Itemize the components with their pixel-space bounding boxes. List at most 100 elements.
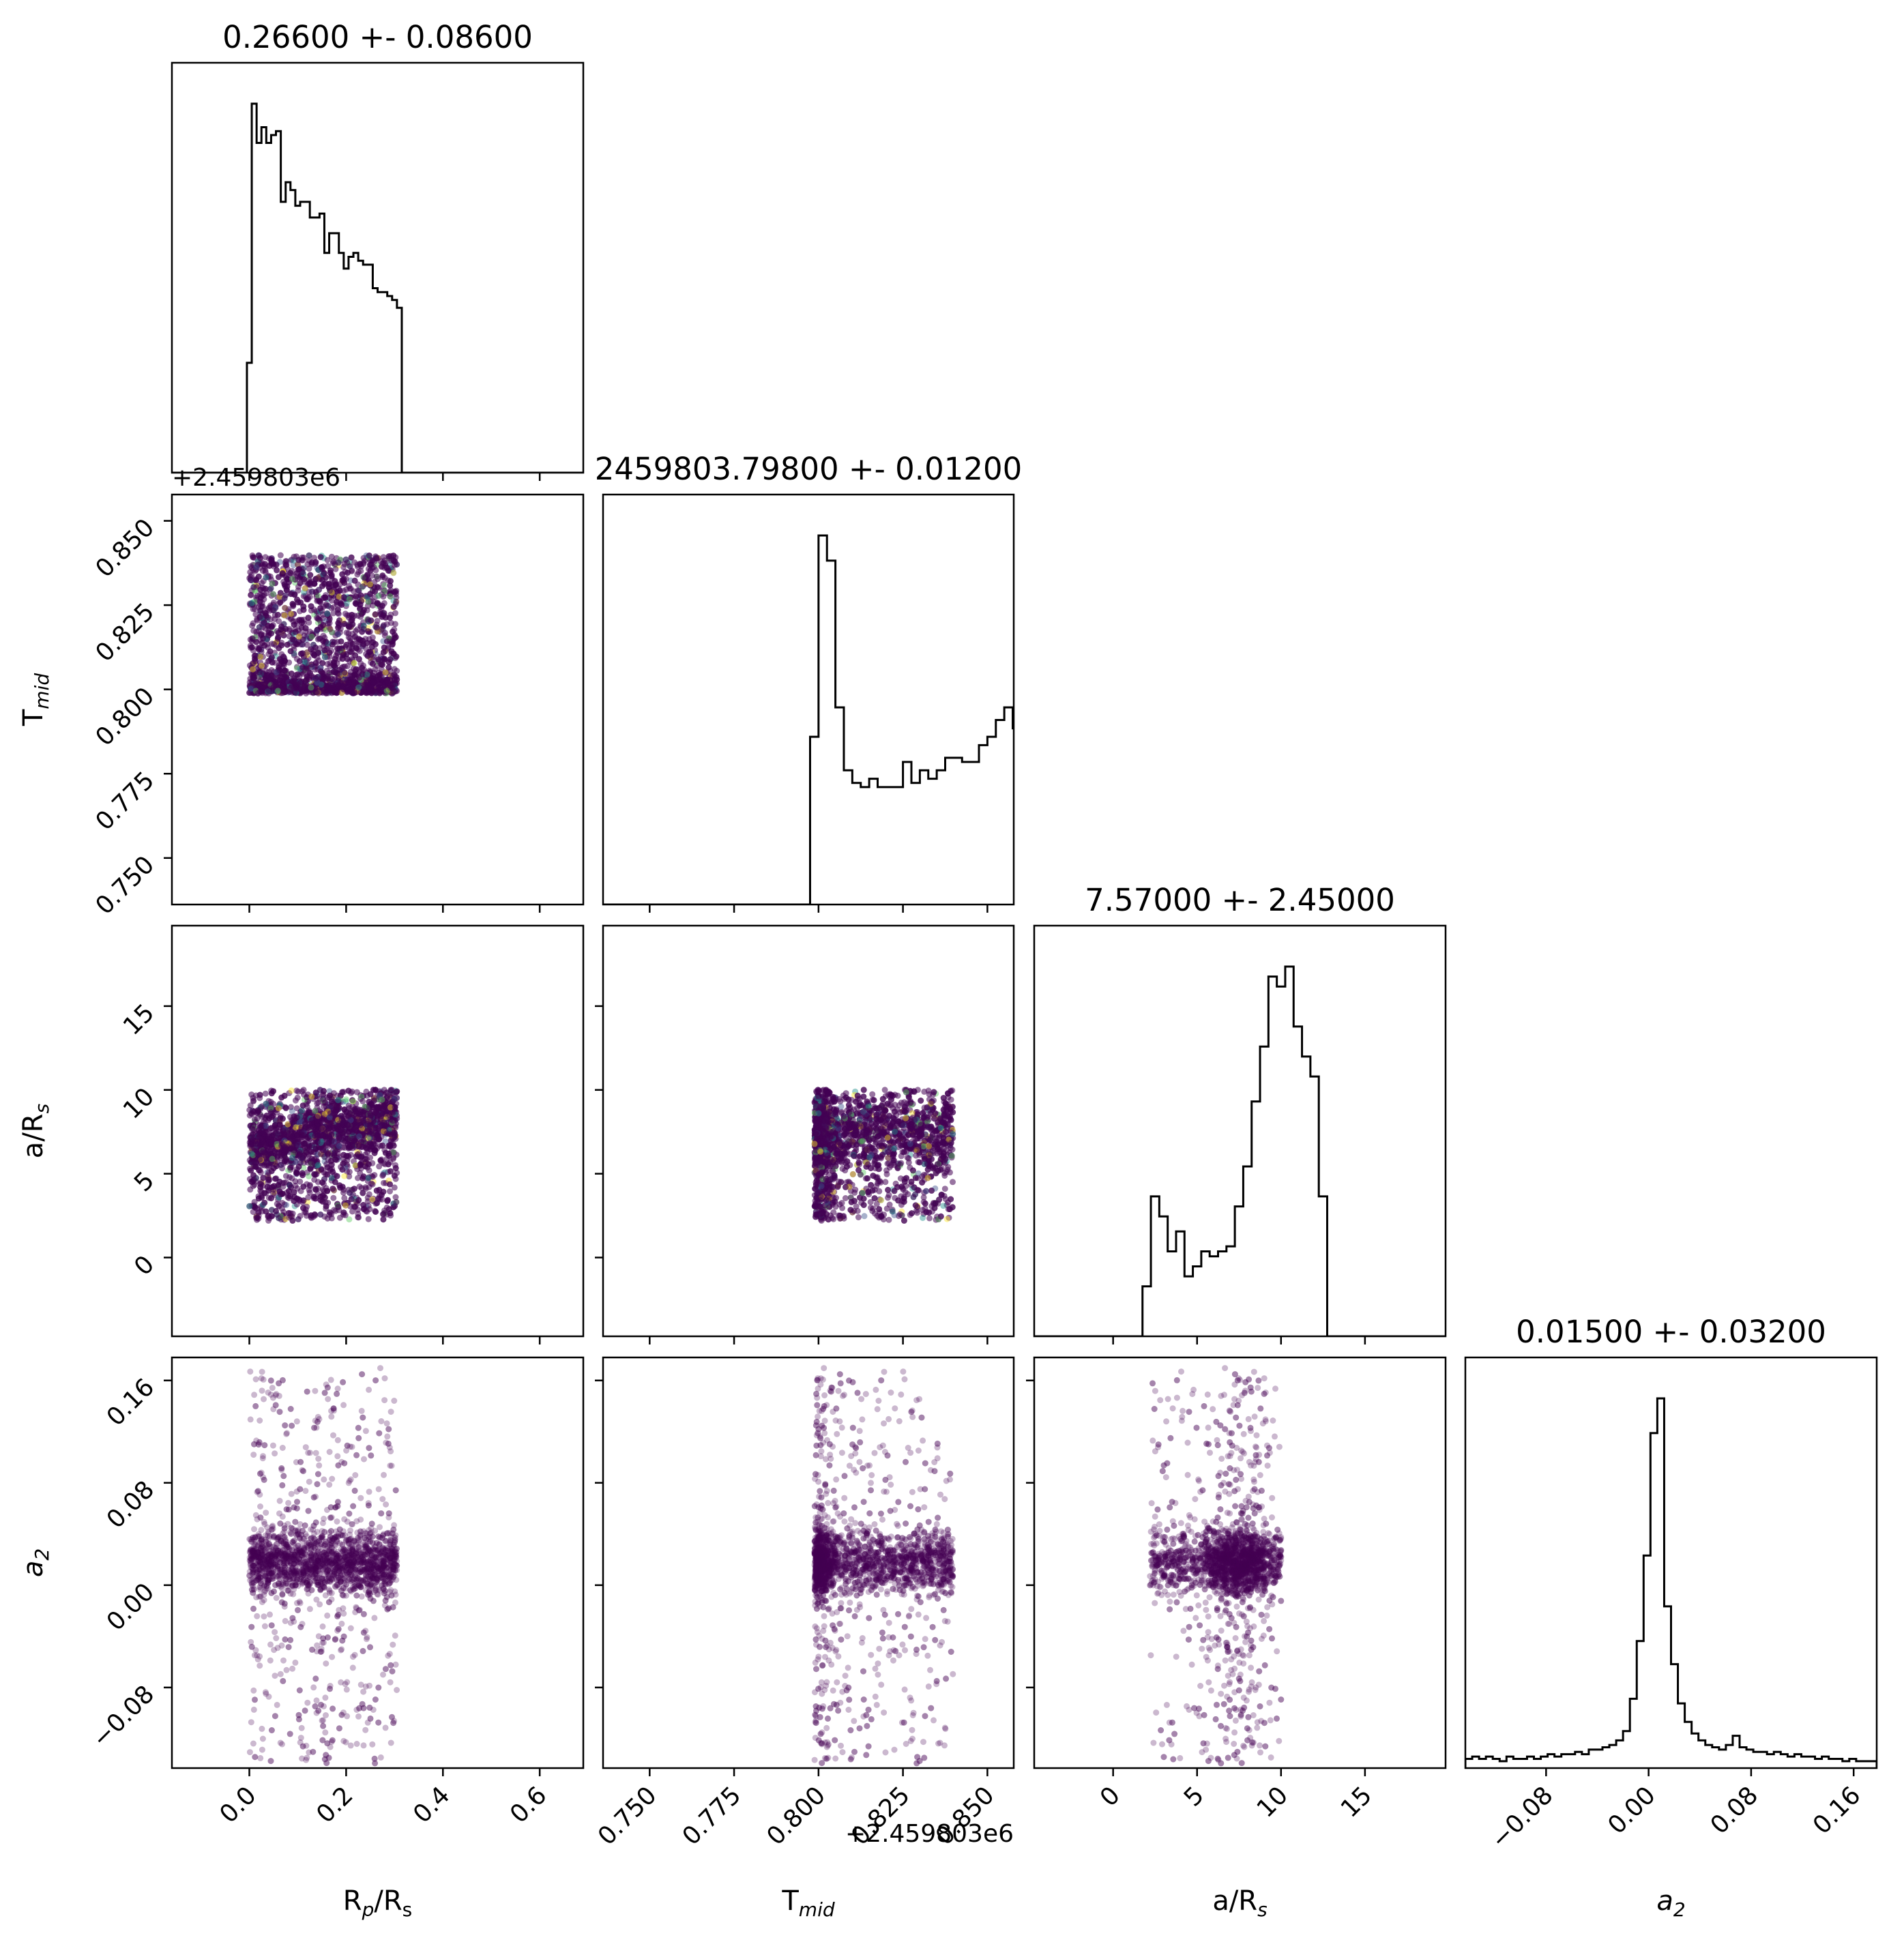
sample-point [351,1158,357,1164]
sample-point [250,628,257,634]
sample-point [336,666,343,673]
sample-point [377,1157,384,1164]
sample-point [384,679,391,686]
sample-point [253,577,259,584]
sample-point [306,669,313,676]
sample-point [375,684,382,691]
sample-point [347,686,353,693]
sample-point [296,658,303,664]
sample-point [332,664,338,671]
sample-point [357,684,364,691]
sample-point [250,584,257,591]
sample-point [385,664,392,671]
sample-point [324,660,331,667]
sample-point [311,580,318,587]
sample-point [247,1102,254,1109]
sample-point [300,1164,307,1171]
sample-point [385,553,392,560]
sample-point [372,588,379,595]
sample-point [259,1205,265,1211]
sample-point [253,1175,259,1181]
sample-point [391,1173,398,1179]
sample-point [387,1122,394,1129]
sample-point [308,684,314,691]
sample-point [248,1150,255,1157]
sample-point [278,642,285,649]
sample-point [330,1194,337,1201]
sample-point [272,1147,278,1154]
sample-point [377,1092,383,1099]
sample-point [392,1165,399,1171]
sample-point [297,1178,304,1185]
sample-point [312,689,319,696]
sample-point [281,673,288,680]
histogram-tmid [603,534,1014,905]
sample-point [324,611,331,617]
sample-point [355,1175,361,1181]
sample-point [332,1145,339,1151]
sample-point [327,626,334,632]
sample-point [335,624,342,631]
sample-point [326,649,333,656]
sample-point [390,570,397,576]
sample-point [291,553,297,560]
sample-point [328,553,335,560]
sample-point [341,1173,348,1179]
sample-point [317,605,324,611]
sample-point [280,1209,287,1216]
sample-point [306,552,312,559]
sample-point [263,613,269,619]
sample-point [295,561,301,568]
sample-point [368,617,375,624]
sample-point [370,679,377,686]
sample-point [284,678,291,685]
sample-point [295,1163,302,1170]
sample-point [324,1164,331,1171]
sample-point [336,1134,342,1141]
sample-point [379,591,385,598]
sample-point [360,626,367,632]
sample-point [291,685,297,692]
sample-point [291,611,297,617]
sample-point [265,1217,272,1224]
sample-point [365,1216,372,1222]
sample-point [372,690,379,696]
sample-point [317,1211,324,1218]
sample-point [324,557,331,563]
sample-point [287,688,293,695]
sample-point [382,1138,389,1145]
sample-point [347,594,354,601]
sample-point [325,675,332,682]
sample-point [367,581,373,588]
sample-point [267,656,274,662]
sample-point [304,641,310,648]
sample-point [372,623,379,630]
sample-point [306,565,312,572]
panel-rp-rp: 0.26600 +- 0.08600 [171,19,585,481]
sample-point [325,682,332,689]
sample-point [385,568,392,574]
sample-point [287,648,294,655]
sample-point [365,1161,372,1168]
sample-point [308,686,315,692]
sample-point [272,580,278,587]
sample-point [312,1108,319,1115]
sample-point [310,650,317,657]
sample-point [368,643,375,650]
sample-point [340,594,347,600]
sample-point [340,1209,347,1216]
sample-point [306,1173,312,1179]
sample-point [296,673,303,679]
sample-point [380,1171,387,1178]
sample-point [331,1187,337,1194]
sample-point [319,1111,325,1117]
sample-point [281,1158,288,1165]
sample-point [250,675,257,681]
sample-point [360,641,367,647]
sample-point [369,1196,376,1203]
sample-point [390,570,397,576]
sample-point [374,584,381,591]
sample-point [257,555,263,561]
sample-point [306,1189,313,1196]
sample-point [256,646,262,653]
